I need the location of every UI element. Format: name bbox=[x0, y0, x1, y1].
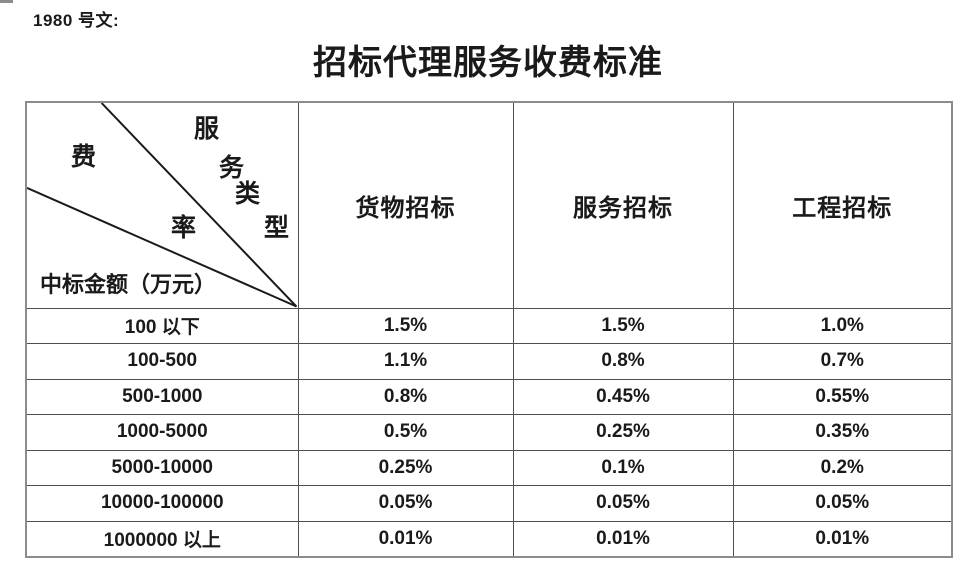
amount-cell: 10000-100000 bbox=[25, 485, 299, 522]
rate-cell: 0.01% bbox=[297, 520, 514, 557]
rate-cell: 0.45% bbox=[512, 378, 734, 415]
type-label-char: 类 bbox=[235, 181, 261, 208]
table-row: 500-1000 0.8% 0.45% 0.55% bbox=[25, 378, 953, 415]
rate-cell: 1.5% bbox=[297, 307, 514, 344]
type-label-char: 服 bbox=[194, 116, 220, 143]
rate-cell: 0.01% bbox=[512, 520, 734, 557]
column-header-goods: 货物招标 bbox=[297, 101, 514, 309]
rate-cell: 0.2% bbox=[732, 449, 953, 486]
rate-cell: 0.01% bbox=[732, 520, 953, 557]
rate-cell: 0.25% bbox=[297, 449, 514, 486]
amount-cell: 1000000 以上 bbox=[25, 520, 299, 557]
table-row: 1000000 以上 0.01% 0.01% 0.01% bbox=[25, 520, 953, 557]
table-row: 5000-10000 0.25% 0.1% 0.2% bbox=[25, 449, 953, 486]
diagonal-header-cell: 服 务 类 型 费 率 中标金额（万元） bbox=[25, 101, 299, 309]
rate-cell: 0.55% bbox=[732, 378, 953, 415]
rate-cell: 0.7% bbox=[732, 343, 953, 380]
rate-cell: 0.8% bbox=[512, 343, 734, 380]
rate-cell: 0.05% bbox=[732, 485, 953, 522]
amount-axis-label: 中标金额（万元） bbox=[40, 272, 217, 297]
rate-cell: 0.05% bbox=[512, 485, 734, 522]
fee-table: 服 务 类 型 费 率 中标金额（万元） 货物招标 服务招标 工程招标 100 … bbox=[25, 101, 953, 558]
type-label-char: 务 bbox=[219, 155, 245, 182]
type-label-char: 型 bbox=[264, 215, 290, 242]
doc-ref-label: 1980 号文: bbox=[33, 11, 120, 30]
table-row: 1000-5000 0.5% 0.25% 0.35% bbox=[25, 414, 953, 451]
rate-cell: 0.8% bbox=[297, 378, 514, 415]
table-row: 10000-100000 0.05% 0.05% 0.05% bbox=[25, 485, 953, 522]
rate-cell: 1.1% bbox=[297, 343, 514, 380]
rate-cell: 1.0% bbox=[732, 307, 953, 344]
table-row: 100 以下 1.5% 1.5% 1.0% bbox=[25, 307, 953, 344]
page-title: 招标代理服务收费标准 bbox=[313, 45, 663, 82]
rate-label-char: 费 bbox=[71, 144, 97, 171]
amount-cell: 1000-5000 bbox=[25, 414, 299, 451]
header-row: 服 务 类 型 费 率 中标金额（万元） 货物招标 服务招标 工程招标 bbox=[25, 101, 953, 309]
rate-label-char: 率 bbox=[171, 215, 197, 242]
diagonal-line-lower bbox=[27, 187, 297, 307]
rate-cell: 1.5% bbox=[512, 307, 734, 344]
rate-cell: 0.5% bbox=[297, 414, 514, 451]
column-header-services: 服务招标 bbox=[512, 101, 734, 309]
rate-cell: 0.05% bbox=[297, 485, 514, 522]
amount-cell: 500-1000 bbox=[25, 378, 299, 415]
amount-cell: 100 以下 bbox=[25, 307, 299, 344]
diagonal-lines bbox=[27, 103, 297, 307]
rate-cell: 0.25% bbox=[512, 414, 734, 451]
rate-cell: 0.1% bbox=[512, 449, 734, 486]
amount-cell: 5000-10000 bbox=[25, 449, 299, 486]
amount-cell: 100-500 bbox=[25, 343, 299, 380]
column-header-engineering: 工程招标 bbox=[732, 101, 953, 309]
diagonal-line-upper bbox=[100, 103, 297, 307]
rate-cell: 0.35% bbox=[732, 414, 953, 451]
screen-edge-artifact bbox=[0, 0, 13, 3]
table-row: 100-500 1.1% 0.8% 0.7% bbox=[25, 343, 953, 380]
